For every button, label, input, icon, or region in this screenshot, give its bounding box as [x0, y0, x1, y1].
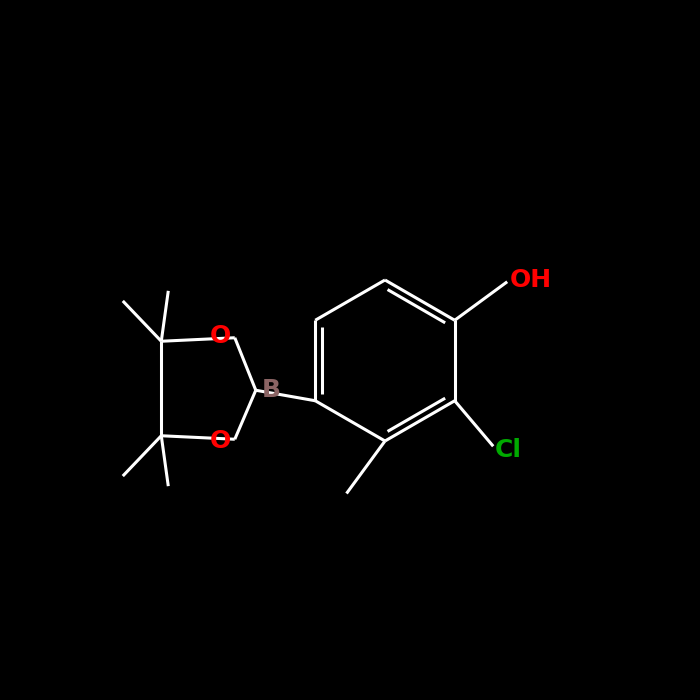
Text: Cl: Cl [495, 438, 522, 462]
Text: O: O [210, 324, 231, 349]
Text: O: O [210, 428, 231, 453]
Text: B: B [261, 378, 281, 402]
Text: OH: OH [510, 268, 552, 293]
